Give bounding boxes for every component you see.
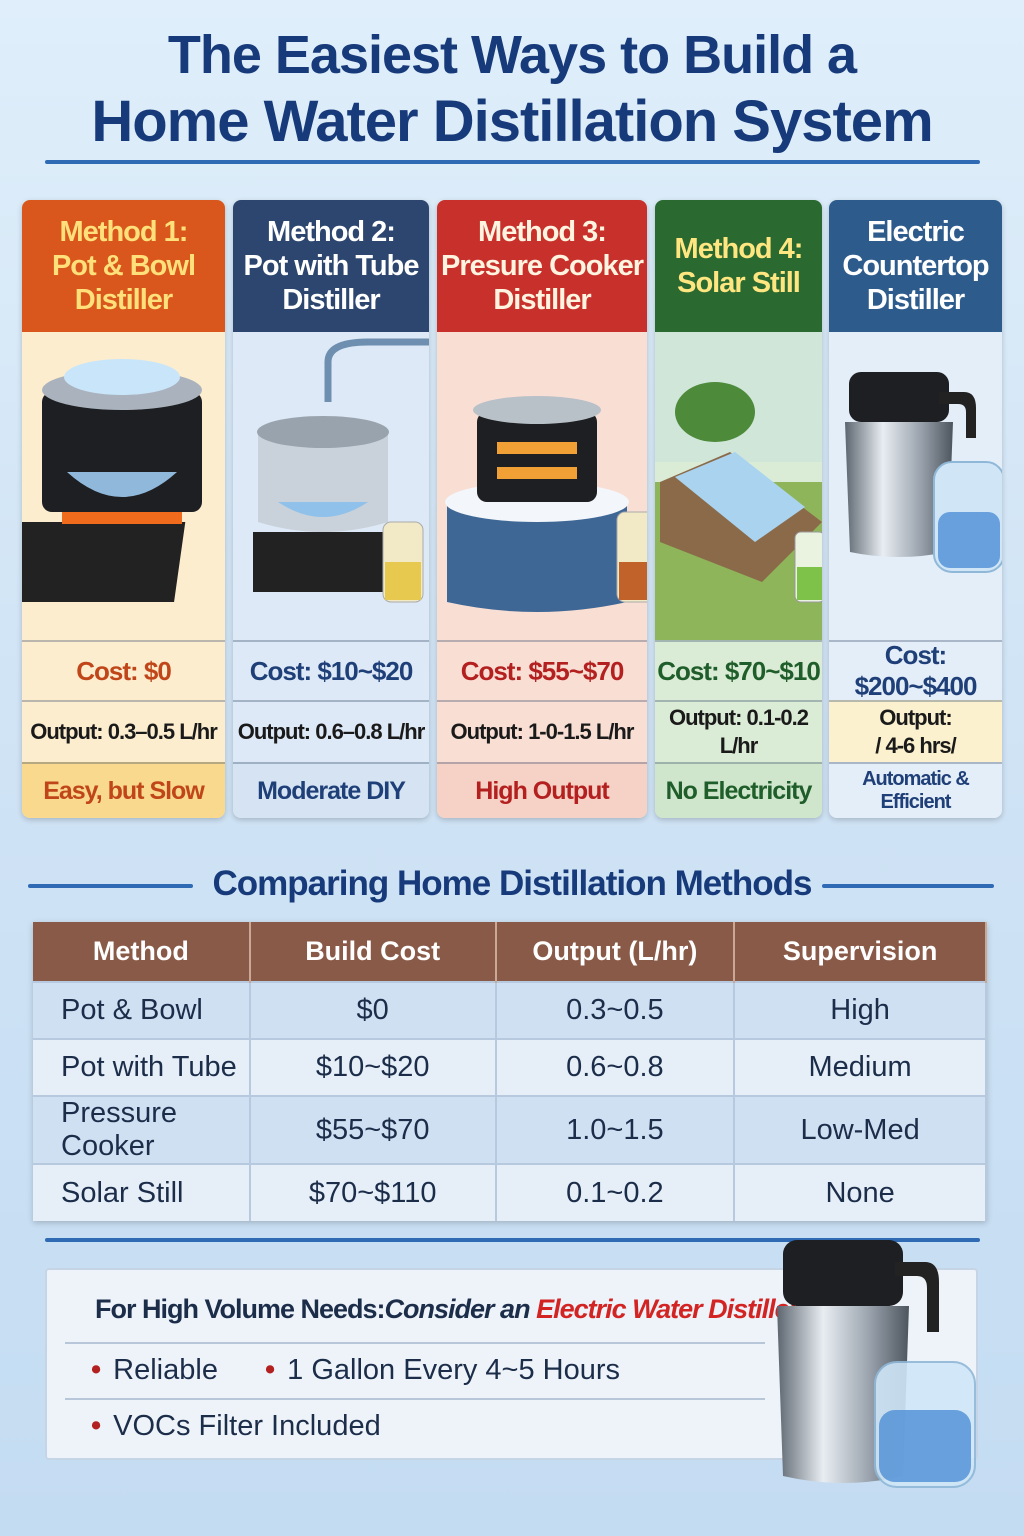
card-tag: High Output <box>437 762 647 818</box>
card-cost: Cost: $200~$400 <box>829 640 1002 701</box>
card-cost: Cost: $70~$10 <box>655 640 822 700</box>
card-output: Output: 1-0-1.5 L/hr <box>437 700 647 762</box>
table-row: Pot & Bowl $0 0.3~0.5 High <box>33 981 987 1039</box>
table-cell: Low-Med <box>734 1095 987 1164</box>
table-cell: None <box>734 1163 987 1221</box>
column-header: Build Cost <box>249 922 497 982</box>
card-electric: Electric Countertop Distiller Cost: $200… <box>829 200 1002 818</box>
table-cell: Pressure Cooker <box>33 1095 251 1164</box>
card-image <box>437 332 647 640</box>
electric-distiller-illustration <box>777 1240 976 1488</box>
card-method-4: Method 4: Solar Still Cost: $70~$10 Outp… <box>655 200 822 818</box>
bullet-text: VOCs Filter Included <box>113 1410 381 1442</box>
card-method-1: Method 1: Pot & Bowl Distiller Cost: $0 … <box>22 200 225 818</box>
callout-product: Electric Water Distiller <box>536 1294 799 1324</box>
card-image <box>655 332 822 640</box>
pressure-cooker-illustration <box>445 396 647 612</box>
title-line-1: The Easiest Ways to Build a <box>167 25 857 85</box>
table-cell: 0.6~0.8 <box>495 1038 736 1096</box>
pot-tube-illustration <box>253 338 429 603</box>
card-image <box>829 332 1002 640</box>
card-header: Electric Countertop Distiller <box>829 200 1002 332</box>
column-header: Supervision <box>734 922 987 982</box>
pot-bowl-illustration <box>22 359 202 602</box>
card-method-3: Method 3: Presure Cooker Distiller Cost:… <box>437 200 647 818</box>
card-cost: Cost: $10~$20 <box>233 640 429 700</box>
card-cost: Cost: $55~$70 <box>437 640 647 700</box>
card-output: Output: 0.3–0.5 L/hr <box>22 700 225 762</box>
callout-lead: For High Volume Needs: <box>95 1294 386 1324</box>
section-divider-left <box>28 884 193 888</box>
card-header: Method 2: Pot with Tube Distiller <box>233 200 429 332</box>
table-cell: Solar Still <box>33 1163 251 1221</box>
card-output: Output: / 4-6 hrs/ <box>829 700 1002 762</box>
card-tag: Moderate DIY <box>233 762 429 818</box>
callout-bullet: • Reliable <box>91 1354 218 1386</box>
table-cell: $10~$20 <box>249 1038 497 1096</box>
title-line-2: Home Water Distillation System <box>91 89 933 154</box>
table-cell: $55~$70 <box>249 1095 497 1164</box>
callout-separator <box>65 1342 765 1344</box>
table-cell: 0.3~0.5 <box>495 981 736 1039</box>
card-tag: Automatic & Efficient <box>829 762 1002 818</box>
card-header: Method 4: Solar Still <box>655 200 822 332</box>
card-method-2: Method 2: Pot with Tube Distiller Cost: … <box>233 200 429 818</box>
bullet-text: Reliable <box>113 1354 218 1386</box>
title-underline <box>45 160 980 164</box>
table-cell: Medium <box>734 1038 987 1096</box>
card-output: Output: 0.6–0.8 L/hr <box>233 700 429 762</box>
comparison-title: Comparing Home Distillation Methods <box>212 864 813 903</box>
table-row: Pressure Cooker $55~$70 1.0~1.5 Low-Med <box>33 1095 987 1164</box>
card-image <box>22 332 225 640</box>
solar-still-illustration <box>655 332 822 640</box>
table-row: Pot with Tube $10~$20 0.6~0.8 Medium <box>33 1038 987 1096</box>
card-tag: Easy, but Slow <box>22 762 225 818</box>
callout-consider: Consider an <box>384 1294 537 1324</box>
table-cell: Pot & Bowl <box>33 981 251 1039</box>
table-cell: $0 <box>249 981 497 1039</box>
bullet-text: 1 Gallon Every 4~5 Hours <box>287 1354 621 1386</box>
column-header: Output (L/hr) <box>495 922 736 982</box>
table-cell: 1.0~1.5 <box>495 1095 736 1164</box>
table-row: Solar Still $70~$110 0.1~0.2 None <box>33 1163 987 1221</box>
card-header: Method 3: Presure Cooker Distiller <box>437 200 647 332</box>
callout-divider <box>45 1238 980 1242</box>
electric-distiller-illustration <box>845 372 1002 573</box>
callout-headline: For High Volume Needs:Consider an Electr… <box>95 1294 799 1325</box>
card-header: Method 1: Pot & Bowl Distiller <box>22 200 225 332</box>
card-tag: No Electricity <box>655 762 822 818</box>
table-cell: 0.1~0.2 <box>495 1163 736 1221</box>
table-cell: High <box>734 981 987 1039</box>
card-cost: Cost: $0 <box>22 640 225 700</box>
card-image <box>233 332 429 640</box>
section-divider-right <box>822 884 994 888</box>
callout-bullet: • VOCs Filter Included <box>91 1410 381 1442</box>
table-cell: $70~$110 <box>249 1163 497 1221</box>
card-output: Output: 0.1-0.2 L/hr <box>655 700 822 762</box>
column-header: Method <box>33 922 251 982</box>
table-cell: Pot with Tube <box>33 1038 251 1096</box>
callout-bullet: • 1 Gallon Every 4~5 Hours <box>265 1354 621 1386</box>
callout-separator <box>65 1398 765 1400</box>
comparison-table: Method Build Cost Output (L/hr) Supervision… <box>33 922 987 1221</box>
